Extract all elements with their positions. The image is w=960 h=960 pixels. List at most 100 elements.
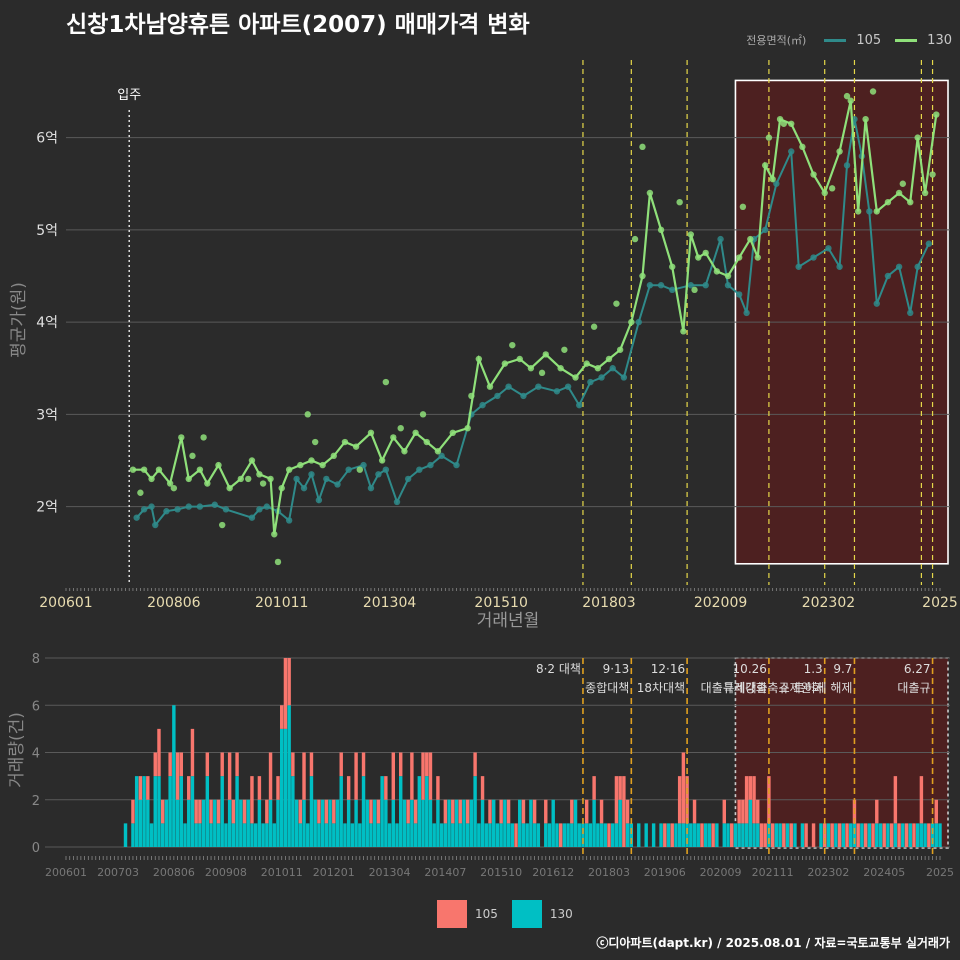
- bar-105: [302, 752, 306, 800]
- bar-130: [573, 799, 578, 847]
- bar-130: [915, 823, 920, 847]
- bar-130: [677, 823, 682, 847]
- point-130: [501, 360, 509, 367]
- point-105: [334, 481, 341, 488]
- bar-105: [558, 823, 563, 847]
- footer-credit: ⓒ디아파트(dapt.kr) / 2025.08.01 / 자료=국토교통부 실…: [596, 936, 950, 950]
- bar-105: [789, 823, 793, 847]
- legend-130-vol-swatch: [511, 900, 542, 928]
- bar-105: [209, 799, 213, 824]
- bar-130: [369, 823, 373, 847]
- point-130: [245, 475, 252, 483]
- bar-130: [469, 799, 474, 847]
- bar-130: [123, 823, 128, 847]
- bar-105: [346, 776, 351, 800]
- point-130: [769, 175, 776, 183]
- point-105: [873, 300, 880, 307]
- point-130: [762, 162, 769, 169]
- bar-130: [893, 823, 898, 847]
- point-105: [866, 208, 873, 215]
- bar-130: [436, 799, 440, 847]
- point-105: [609, 365, 616, 372]
- bar-130: [886, 823, 890, 847]
- bar-105: [863, 823, 868, 847]
- bar-105: [354, 752, 358, 800]
- bar-105: [391, 752, 395, 800]
- point-130: [572, 374, 579, 381]
- point-130: [799, 143, 806, 151]
- bar-105: [607, 823, 611, 847]
- x-tick-label: 202302: [802, 595, 855, 611]
- point-105: [416, 466, 423, 473]
- bar-105: [317, 799, 321, 824]
- point-130: [590, 323, 598, 330]
- bar-130: [157, 776, 161, 847]
- y-tick-label: 5억: [36, 223, 58, 239]
- point-105: [788, 148, 795, 155]
- y-tick-label: 2억: [36, 500, 58, 516]
- point-130: [271, 531, 278, 538]
- point-105: [587, 378, 594, 386]
- point-130: [196, 466, 204, 473]
- event-label: 9.7: [833, 662, 852, 676]
- bar-105: [532, 799, 537, 824]
- bar-130: [164, 799, 169, 847]
- point-130: [724, 272, 732, 280]
- bar-105: [473, 752, 477, 777]
- bar-130: [510, 823, 515, 847]
- bar-105: [521, 799, 526, 824]
- bar-130: [402, 799, 407, 847]
- event-label: 6.27: [904, 662, 931, 676]
- point-130: [382, 378, 390, 386]
- bar-105: [168, 752, 172, 777]
- bar-105: [376, 799, 381, 824]
- bar-130: [465, 823, 470, 847]
- bar-130: [577, 823, 581, 847]
- point-105: [669, 286, 676, 294]
- bar-130: [923, 823, 927, 847]
- point-105: [646, 282, 654, 289]
- bar-105: [157, 728, 161, 777]
- point-105: [196, 503, 204, 510]
- bar-130: [733, 823, 738, 847]
- bar-130: [938, 823, 942, 847]
- bar-130: [454, 799, 459, 847]
- point-105: [375, 471, 382, 478]
- bar-130: [703, 823, 708, 847]
- bar-105: [242, 799, 247, 824]
- bar-130: [391, 799, 395, 847]
- point-130: [735, 254, 743, 261]
- point-130: [412, 429, 419, 437]
- point-105: [535, 383, 542, 390]
- bar-130: [227, 799, 232, 847]
- bar-130: [659, 823, 663, 847]
- bar-130: [618, 799, 622, 847]
- point-105: [810, 254, 817, 261]
- point-105: [702, 282, 709, 289]
- point-130: [869, 88, 877, 95]
- point-130: [356, 466, 364, 473]
- point-105: [360, 461, 367, 469]
- bar-130: [603, 823, 607, 847]
- bar-105: [756, 799, 760, 824]
- point-130: [747, 235, 754, 243]
- bar-105: [912, 823, 916, 847]
- bar-130: [380, 776, 384, 847]
- point-130: [895, 189, 903, 197]
- bar-130: [198, 823, 202, 847]
- point-105: [438, 452, 445, 460]
- bar-105: [759, 823, 764, 847]
- event-label-2: 대출규: [897, 681, 930, 695]
- bar-130: [425, 776, 429, 847]
- x-tick-label: 201803: [582, 595, 635, 611]
- bar-105: [298, 799, 303, 824]
- bar-105: [190, 728, 195, 777]
- bar-130: [852, 823, 857, 847]
- top-legend: 전용면적(㎡) 105 130: [746, 32, 952, 48]
- bar-105: [741, 799, 745, 824]
- bar-130: [246, 799, 250, 847]
- legend-130-swatch: [895, 38, 918, 42]
- bar-130: [689, 823, 693, 847]
- vol-y-tick-label: 0: [32, 841, 40, 856]
- bar-105: [584, 799, 589, 824]
